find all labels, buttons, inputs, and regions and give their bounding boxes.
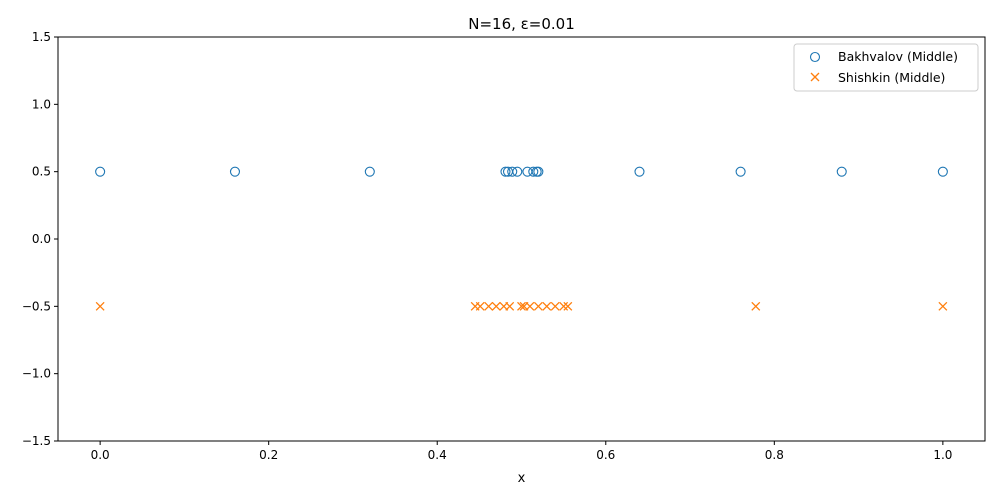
y-tick-label: 0.5 bbox=[32, 165, 51, 179]
legend-marker-symbol bbox=[810, 72, 820, 82]
data-point bbox=[364, 166, 375, 177]
x-tick-label: 0.8 bbox=[765, 448, 784, 462]
legend-frame bbox=[793, 43, 979, 92]
plot-area: 0.0 0.2 0.4 0.6 0.8 1.0 1.5 1.0 0.5 0.0 −0.5 −1.0 −1… bbox=[22, 30, 986, 462]
data-point bbox=[475, 301, 485, 311]
data-point bbox=[836, 166, 847, 177]
data-point bbox=[229, 166, 241, 177]
data-point bbox=[735, 166, 746, 177]
data-point bbox=[528, 166, 539, 177]
data-point bbox=[517, 301, 526, 311]
y-tick-label: 1.5 bbox=[32, 30, 51, 44]
chart-title: N=16, ε=0.01 bbox=[468, 15, 575, 33]
y-tick-label: 0.0 bbox=[32, 232, 51, 246]
data-point bbox=[491, 301, 501, 311]
x-tick-label: 0.2 bbox=[259, 448, 278, 462]
data-point bbox=[559, 301, 569, 311]
legend: Bakhvalov (Middle) Shishkin (Middle) bbox=[793, 43, 979, 92]
legend-marker-shishkin bbox=[810, 72, 820, 82]
data-point bbox=[533, 301, 543, 311]
x-axis-label: x bbox=[518, 471, 526, 486]
x-tick-label: 0.0 bbox=[91, 448, 110, 462]
legend-marker-symbol bbox=[809, 51, 821, 63]
data-point bbox=[512, 166, 523, 177]
data-point bbox=[938, 301, 948, 311]
data-point bbox=[95, 301, 105, 311]
y-tick-label: −1.0 bbox=[22, 367, 51, 381]
data-point bbox=[937, 166, 948, 177]
data-point bbox=[507, 166, 518, 177]
data-point bbox=[751, 301, 761, 311]
axes-frame bbox=[57, 36, 986, 442]
data-markers bbox=[95, 166, 948, 311]
data-point bbox=[505, 301, 515, 311]
legend-label-bakhvalov: Bakhvalov (Middle) bbox=[838, 49, 958, 64]
data-point bbox=[500, 166, 511, 177]
x-tick-label: 0.6 bbox=[596, 448, 615, 462]
data-point bbox=[542, 301, 552, 311]
y-tick-label: −0.5 bbox=[22, 299, 51, 313]
data-point bbox=[484, 301, 494, 311]
x-tick-label: 0.4 bbox=[428, 448, 447, 462]
data-point bbox=[550, 301, 560, 311]
legend-label-shishkin: Shishkin (Middle) bbox=[838, 70, 945, 85]
data-point bbox=[533, 166, 544, 177]
data-point bbox=[634, 166, 645, 177]
legend-marker-bakhvalov bbox=[809, 51, 821, 63]
x-tick-label: 1.0 bbox=[933, 448, 952, 462]
data-point bbox=[525, 301, 535, 311]
data-point bbox=[95, 166, 106, 177]
y-tick-label: 1.0 bbox=[32, 97, 51, 111]
y-tick-label: −1.5 bbox=[22, 434, 51, 448]
data-point bbox=[563, 301, 573, 311]
